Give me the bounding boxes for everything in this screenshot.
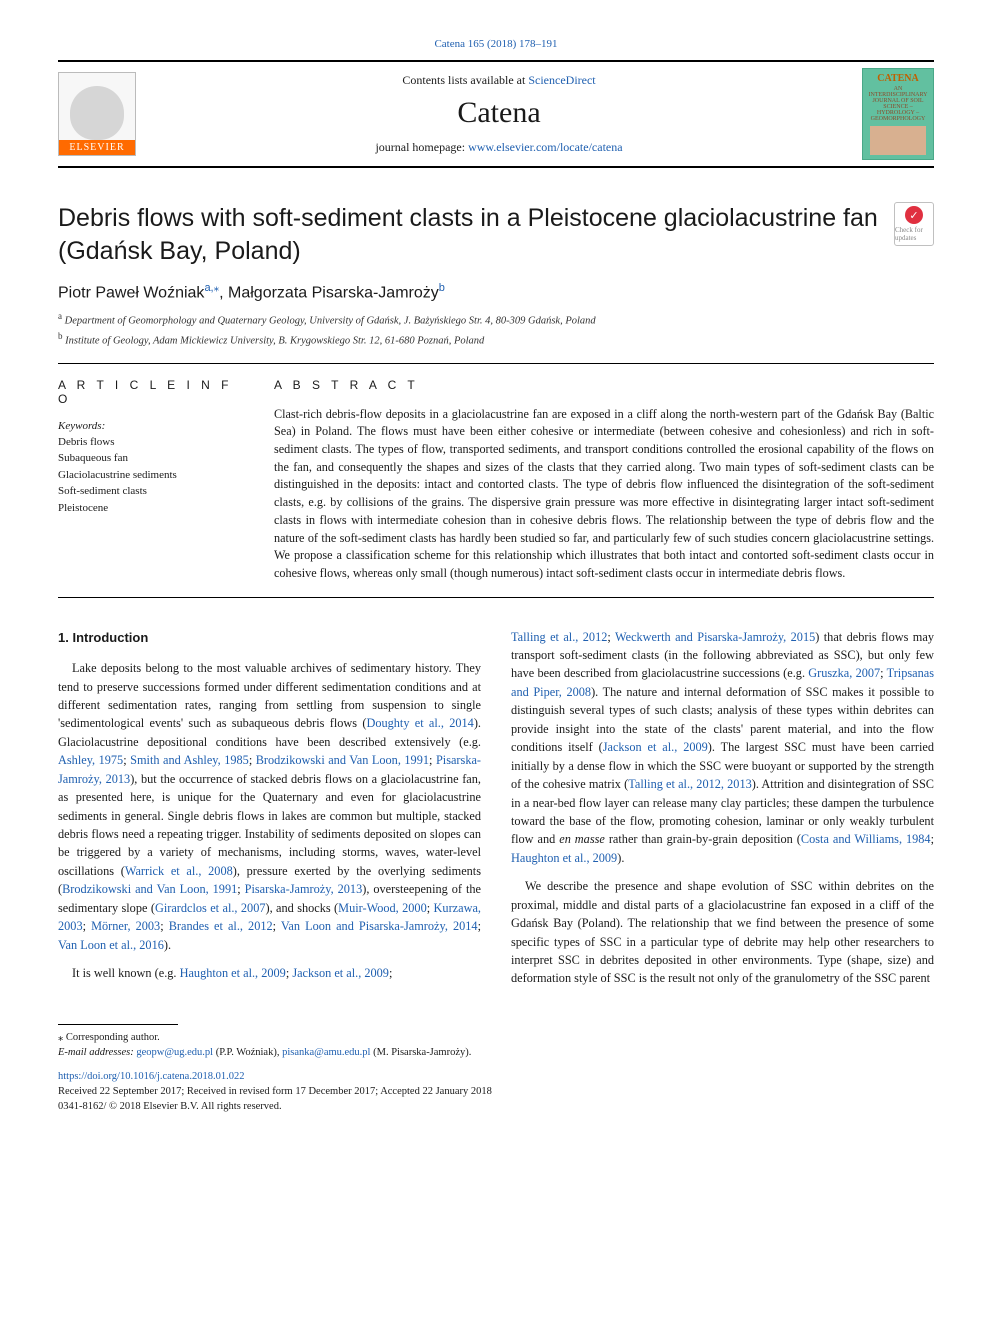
author-sep: , [219, 284, 228, 301]
cover-subtitle: AN INTERDISCIPLINARY JOURNAL OF SOIL SCI… [867, 86, 929, 122]
top-citation-vol: 165 (2018) 178–191 [468, 38, 558, 50]
affiliation-b: b Institute of Geology, Adam Mickiewicz … [58, 330, 934, 349]
intro-p2-left: It is well known (e.g. Haughton et al., … [58, 964, 481, 982]
article-title: Debris flows with soft-sediment clasts i… [58, 202, 878, 267]
abstract-text: Clast-rich debris-flow deposits in a gla… [274, 406, 934, 583]
affiliation-a: a Department of Geomorphology and Quater… [58, 310, 934, 329]
contents-prefix: Contents lists available at [402, 73, 528, 87]
keywords-head: Keywords: [58, 420, 238, 432]
sciencedirect-link[interactable]: ScienceDirect [528, 73, 595, 87]
email-label: E-mail addresses: [58, 1047, 134, 1058]
ref-link[interactable]: Costa and Williams, 1984 [801, 832, 931, 846]
footnote-divider [58, 1024, 178, 1025]
keywords-list: Debris flows Subaqueous fan Glaciolacust… [58, 434, 238, 517]
divider [58, 597, 934, 598]
ref-link[interactable]: Gruszka, 2007 [808, 666, 880, 680]
abstract-head: A B S T R A C T [274, 378, 934, 392]
elsevier-label: ELSEVIER [59, 140, 135, 155]
check-updates-label: Check for updates [895, 226, 933, 242]
author-1-affil-sup[interactable]: a, [204, 282, 213, 294]
author-list: Piotr Paweł Woźniaka,⁎, Małgorzata Pisar… [58, 281, 934, 302]
keyword-item: Glaciolacustrine sediments [58, 467, 238, 484]
intro-p2-right: Talling et al., 2012; Weckwerth and Pisa… [511, 628, 934, 868]
top-citation-link[interactable]: Catena 165 (2018) 178–191 [58, 38, 934, 50]
checkmark-icon: ✓ [905, 206, 923, 224]
corr-text: Corresponding author. [66, 1032, 160, 1043]
ref-link[interactable]: Brandes et al., 2012 [169, 919, 273, 933]
ref-link[interactable]: Jackson et al., 2009 [292, 966, 389, 980]
journal-cover[interactable]: CATENA AN INTERDISCIPLINARY JOURNAL OF S… [862, 68, 934, 160]
journal-name: Catena [136, 96, 862, 130]
divider [58, 363, 934, 364]
affiliations: a Department of Geomorphology and Quater… [58, 310, 934, 348]
affil-a-sup: a [58, 311, 62, 321]
author-2-affil-sup[interactable]: b [439, 282, 445, 294]
ref-link[interactable]: Jackson et al., 2009 [603, 740, 708, 754]
ref-link[interactable]: Weckwerth and Pisarska-Jamroży, 2015 [615, 630, 815, 644]
email-paren-2: (M. Pisarska-Jamroży). [370, 1047, 471, 1058]
ref-link[interactable]: Smith and Ashley, 1985 [130, 753, 249, 767]
intro-p3: We describe the presence and shape evolu… [511, 877, 934, 988]
em-phrase: en masse [559, 832, 605, 846]
affil-a-text: Department of Geomorphology and Quaterna… [65, 316, 596, 327]
cover-title: CATENA [877, 73, 918, 84]
ref-link[interactable]: Muir-Wood, 2000 [338, 901, 427, 915]
copyright-line: 0341-8162/ © 2018 Elsevier B.V. All righ… [58, 1100, 934, 1115]
ref-link[interactable]: Mörner, 2003 [91, 919, 160, 933]
elsevier-tree-icon [70, 86, 124, 140]
received-line: Received 22 September 2017; Received in … [58, 1085, 934, 1100]
ref-link[interactable]: Talling et al., 2012, 2013 [628, 777, 752, 791]
email-line: E-mail addresses: geopw@ug.edu.pl (P.P. … [58, 1046, 934, 1061]
top-citation-journal: Catena [434, 38, 465, 50]
ref-link[interactable]: Talling et al., 2012 [511, 630, 607, 644]
doi-link[interactable]: https://doi.org/10.1016/j.catena.2018.01… [58, 1071, 244, 1082]
ref-link[interactable]: Van Loon and Pisarska-Jamroży, 2014 [281, 919, 478, 933]
body-left-column: 1. Introduction Lake deposits belong to … [58, 628, 481, 998]
email-link-2[interactable]: pisanka@amu.edu.pl [282, 1047, 370, 1058]
cover-image-icon [870, 126, 926, 155]
homepage-line: journal homepage: www.elsevier.com/locat… [136, 140, 862, 155]
keyword-item: Debris flows [58, 434, 238, 451]
article-info-column: A R T I C L E I N F O Keywords: Debris f… [58, 378, 238, 583]
email-link-1[interactable]: geopw@ug.edu.pl [136, 1047, 213, 1058]
author-2-name: Małgorzata Pisarska-Jamroży [228, 284, 439, 301]
email-paren-1: (P.P. Woźniak), [213, 1047, 282, 1058]
intro-head: 1. Introduction [58, 628, 481, 648]
body-right-column: Talling et al., 2012; Weckwerth and Pisa… [511, 628, 934, 998]
article-info-head: A R T I C L E I N F O [58, 378, 238, 406]
ref-link[interactable]: Brodzikowski and Van Loon, 1991 [256, 753, 429, 767]
footnotes: ⁎ Corresponding author. E-mail addresses… [58, 1031, 934, 1114]
affil-b-text: Institute of Geology, Adam Mickiewicz Un… [65, 335, 484, 346]
ref-link[interactable]: Warrick et al., 2008 [125, 864, 233, 878]
ref-link[interactable]: Pisarska-Jamroży, 2013 [245, 882, 363, 896]
corr-mark: ⁎ [58, 1032, 63, 1043]
elsevier-logo[interactable]: ELSEVIER [58, 72, 136, 156]
keyword-item: Pleistocene [58, 500, 238, 517]
abstract-column: A B S T R A C T Clast-rich debris-flow d… [274, 378, 934, 583]
contents-line: Contents lists available at ScienceDirec… [136, 73, 862, 88]
ref-link[interactable]: Haughton et al., 2009 [180, 966, 286, 980]
ref-link[interactable]: Haughton et al., 2009 [511, 851, 617, 865]
affil-b-sup: b [58, 331, 63, 341]
intro-p1: Lake deposits belong to the most valuabl… [58, 659, 481, 954]
ref-link[interactable]: Girardclos et al., 2007 [155, 901, 266, 915]
homepage-link[interactable]: www.elsevier.com/locate/catena [468, 140, 622, 154]
ref-link[interactable]: Ashley, 1975 [58, 753, 123, 767]
homepage-prefix: journal homepage: [375, 140, 468, 154]
corresponding-author-note: ⁎ Corresponding author. [58, 1031, 934, 1046]
ref-link[interactable]: Brodzikowski and Van Loon, 1991 [62, 882, 237, 896]
doi-line: https://doi.org/10.1016/j.catena.2018.01… [58, 1070, 934, 1085]
keyword-item: Subaqueous fan [58, 450, 238, 467]
journal-header: ELSEVIER Contents lists available at Sci… [58, 60, 934, 168]
ref-link[interactable]: Doughty et al., 2014 [366, 716, 473, 730]
author-1-name: Piotr Paweł Woźniak [58, 284, 204, 301]
ref-link[interactable]: Van Loon et al., 2016 [58, 938, 164, 952]
check-updates-badge[interactable]: ✓ Check for updates [894, 202, 934, 246]
keyword-item: Soft-sediment clasts [58, 483, 238, 500]
